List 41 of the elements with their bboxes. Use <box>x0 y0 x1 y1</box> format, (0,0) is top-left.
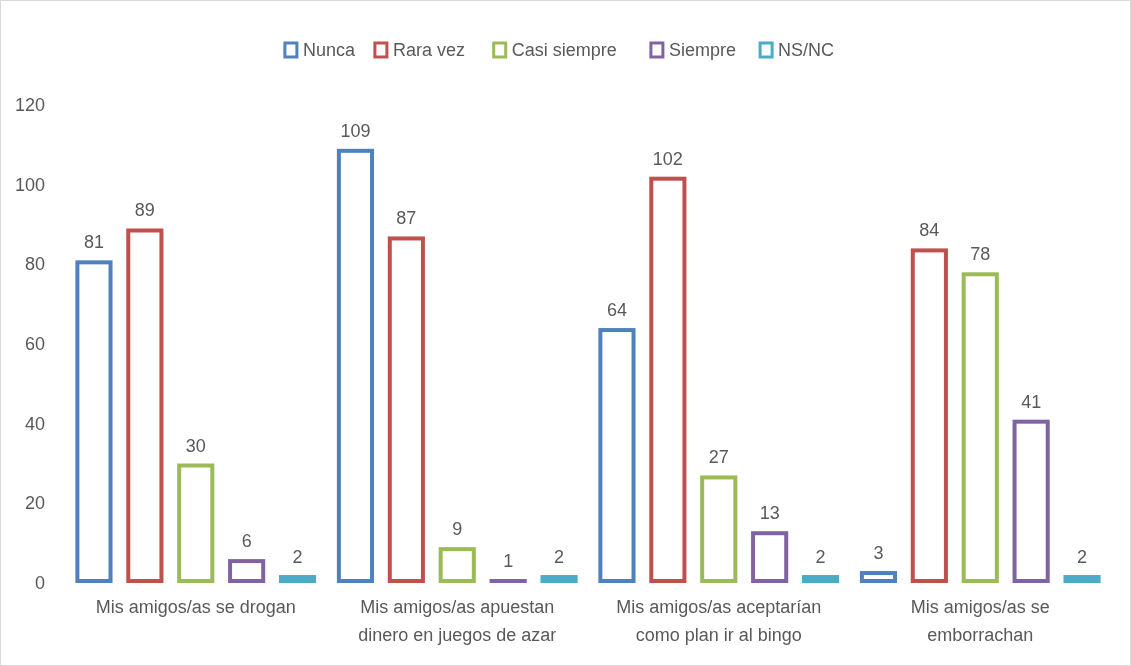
data-label: 27 <box>708 447 729 468</box>
x-tick-label: Mis amigos/as apuestan dinero en juegos de azar <box>358 597 557 645</box>
data-label: 64 <box>606 300 627 321</box>
bar <box>489 579 527 583</box>
data-label: 87 <box>396 208 417 229</box>
y-tick-label: 100 <box>14 174 45 195</box>
data-label: 2 <box>292 547 303 568</box>
data-label: 2 <box>554 547 565 568</box>
data-label: 30 <box>185 435 206 456</box>
data-label: 89 <box>134 200 155 221</box>
y-tick-label: 120 <box>14 95 45 115</box>
data-label: 41 <box>1021 391 1042 412</box>
y-tick-label: 60 <box>24 334 45 354</box>
data-label: 13 <box>759 503 780 524</box>
y-tick-label: 20 <box>24 493 45 514</box>
data-label: 81 <box>83 232 104 253</box>
legend-label: Casi siempre <box>511 40 617 60</box>
legend-label: Rara vez <box>392 40 465 60</box>
data-label: 84 <box>919 220 940 241</box>
x-tick-label: Mis amigos/as se drogan <box>95 597 296 617</box>
data-label: 1 <box>503 551 514 572</box>
bar <box>1063 575 1101 583</box>
x-tick-label: Mis amigos/as aceptarían como plan ir al bingo <box>616 597 822 645</box>
data-label: 78 <box>970 244 991 265</box>
data-label: 9 <box>452 519 463 540</box>
data-label: 102 <box>652 148 683 169</box>
data-label: 3 <box>873 543 884 564</box>
data-label: 2 <box>1077 547 1088 568</box>
y-tick-label: 80 <box>24 254 45 275</box>
legend-label: NS/NC <box>778 40 835 60</box>
bar <box>801 575 840 583</box>
data-label: 2 <box>815 547 826 568</box>
data-label: 6 <box>241 531 252 552</box>
y-tick-label: 40 <box>24 413 45 434</box>
bar <box>540 575 578 583</box>
legend-label: Siempre <box>668 40 736 60</box>
y-tick-label: 0 <box>34 573 45 593</box>
legend-label: Nunca <box>302 40 356 60</box>
x-tick-label: Mis amigos/as se emborrachan <box>910 597 1050 645</box>
data-label: 109 <box>340 120 371 141</box>
bar <box>278 575 317 583</box>
